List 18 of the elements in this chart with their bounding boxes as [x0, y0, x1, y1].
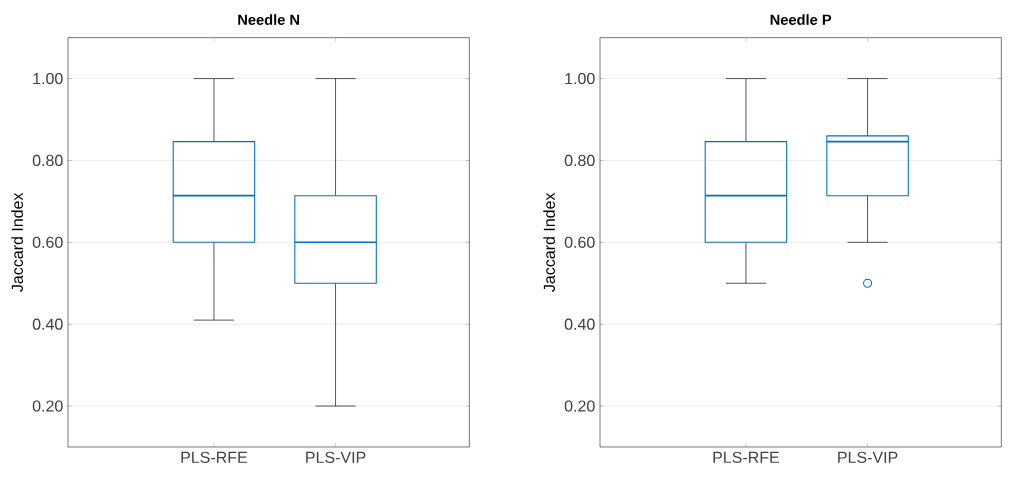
chart-title: Needle P: [770, 14, 832, 25]
x-tick-label: PLS-VIP: [306, 451, 366, 464]
y-tick-label: 0.60: [32, 236, 63, 248]
y-tick-label: 0.20: [564, 400, 595, 412]
y-tick-label: 1.00: [33, 72, 63, 85]
y-tick-label: 0.40: [32, 318, 63, 330]
y-tick-label: 0.20: [32, 400, 63, 412]
y-tick-label: 0.80: [32, 154, 63, 167]
y-tick-label: 0.60: [564, 236, 595, 248]
chart-title: Needle N: [238, 14, 300, 25]
x-tick-label: PLS-RFE: [713, 451, 780, 464]
y-tick-label: 0.40: [564, 318, 595, 330]
y-tick-label: 0.80: [564, 154, 595, 167]
x-tick-label: PLS-VIP: [838, 451, 898, 464]
y-axis-title: Jaccard Index: [11, 192, 23, 292]
x-tick-label: PLS-RFE: [181, 451, 248, 464]
y-axis-title: Jaccard Index: [543, 192, 555, 292]
y-tick-label: 1.00: [565, 72, 595, 85]
